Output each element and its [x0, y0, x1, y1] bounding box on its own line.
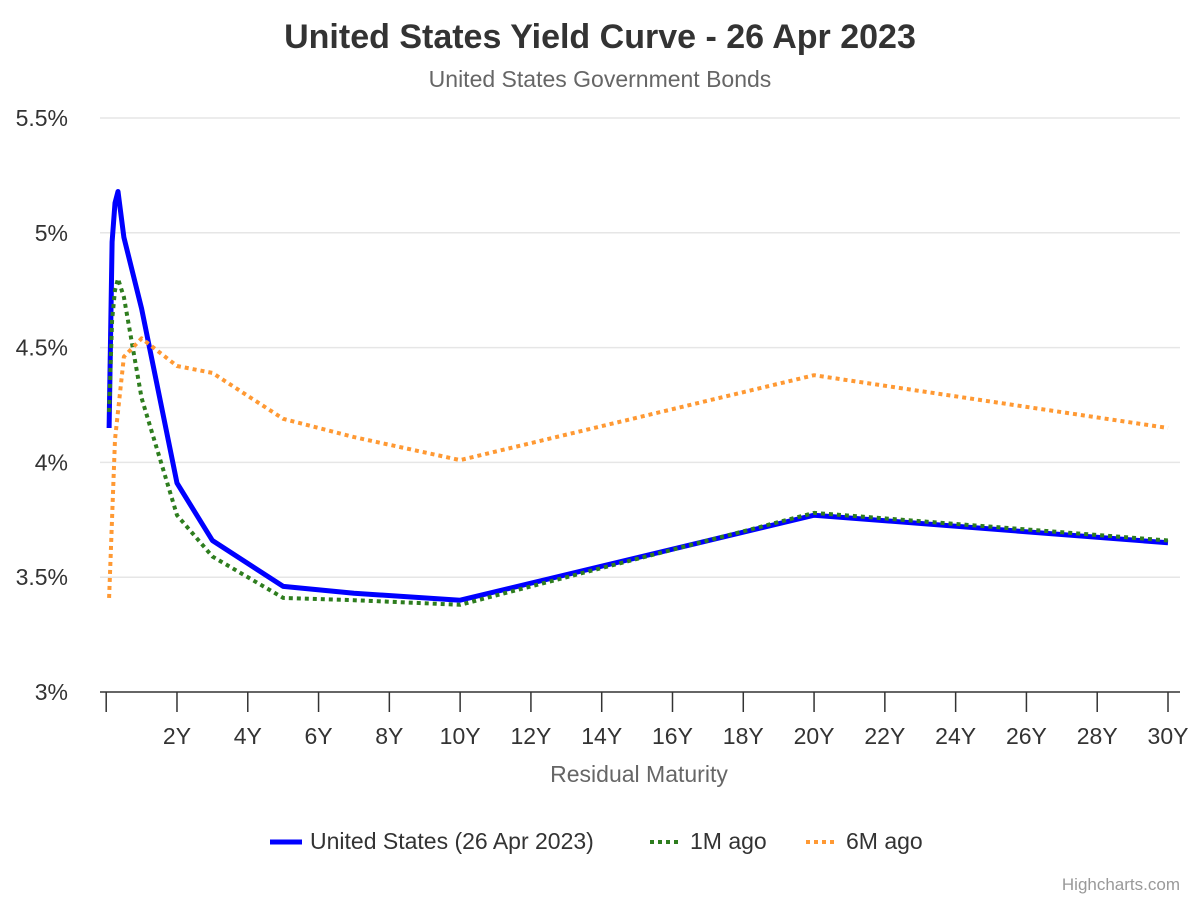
x-tick-label: 2Y [163, 723, 191, 749]
x-tick-label: 4Y [234, 723, 262, 749]
y-tick-label: 5.5% [16, 105, 68, 131]
x-tick-label: 26Y [1006, 723, 1047, 749]
x-tick-label: 16Y [652, 723, 693, 749]
legend-item-1[interactable]: 1M ago [690, 828, 767, 854]
x-tick-label: 12Y [510, 723, 551, 749]
y-tick-label: 3.5% [16, 564, 68, 590]
x-tick-label: 6Y [304, 723, 332, 749]
series-line-1 [107, 276, 1169, 607]
legend-item-2[interactable]: 6M ago [846, 828, 923, 854]
x-tick-label: 8Y [375, 723, 403, 749]
x-tick-label: 10Y [440, 723, 481, 749]
y-tick-label: 4% [35, 449, 68, 475]
y-tick-label: 4.5% [16, 335, 68, 361]
y-tick-label: 3% [35, 679, 68, 705]
series-line-0 [106, 189, 1169, 603]
x-tick-label: 28Y [1077, 723, 1118, 749]
legend-item-0[interactable]: United States (26 Apr 2023) [310, 828, 594, 854]
credits-link[interactable]: Highcharts.com [1062, 875, 1180, 894]
x-tick-label: 22Y [864, 723, 905, 749]
x-tick-label: 14Y [581, 723, 622, 749]
x-tick-label: 20Y [794, 723, 835, 749]
x-tick-label: 18Y [723, 723, 764, 749]
x-tick-label: 24Y [935, 723, 976, 749]
x-tick-label: 30Y [1148, 723, 1189, 749]
chart-subtitle: United States Government Bonds [429, 66, 772, 92]
y-tick-label: 5% [35, 220, 68, 246]
chart-title: United States Yield Curve - 26 Apr 2023 [284, 18, 916, 56]
x-axis-title: Residual Maturity [550, 761, 728, 787]
